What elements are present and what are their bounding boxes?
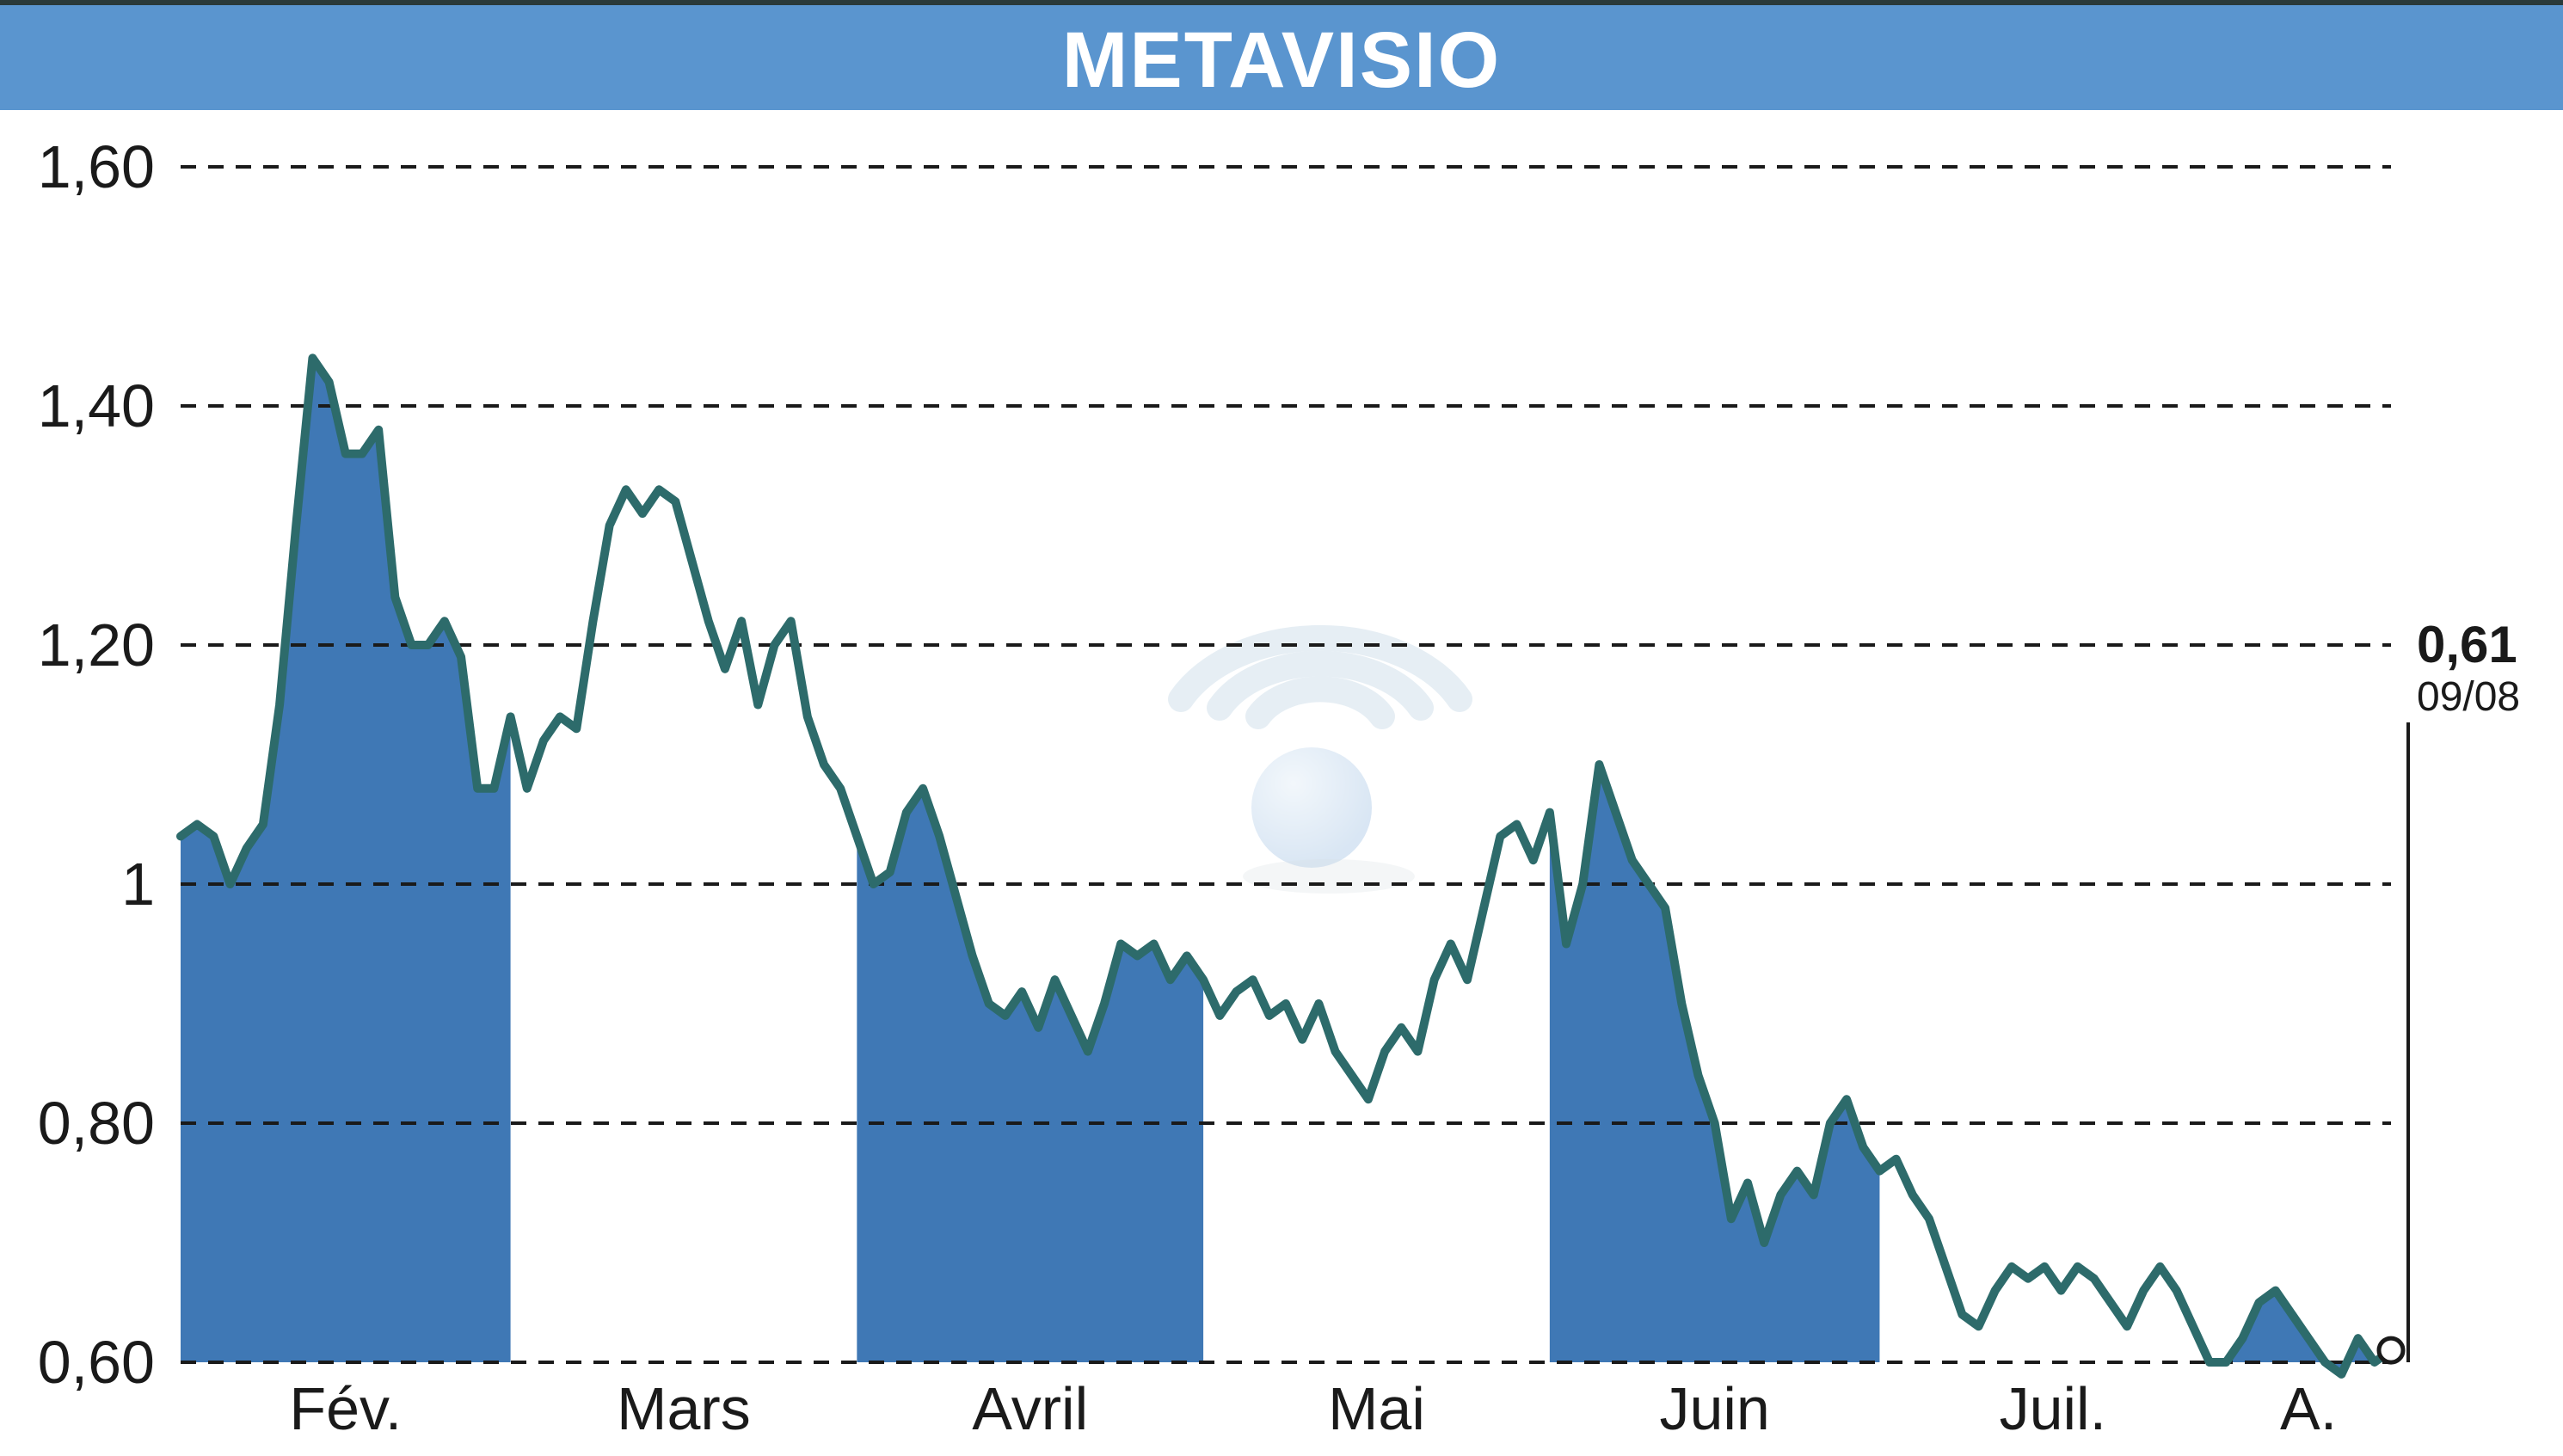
end-value-label: 0,61 bbox=[2417, 616, 2517, 673]
y-tick-label: 1,40 bbox=[38, 372, 155, 439]
y-tick-label: 1,60 bbox=[38, 133, 155, 200]
end-point-marker bbox=[2379, 1338, 2403, 1362]
y-tick-label: 0,60 bbox=[38, 1329, 155, 1396]
y-tick-label: 1 bbox=[121, 851, 155, 918]
x-tick-label: Fév. bbox=[289, 1375, 402, 1442]
x-tick-label: Mars bbox=[617, 1375, 751, 1442]
x-tick-label: A. bbox=[2280, 1375, 2337, 1442]
stock-chart-container: METAVISIO 0,60 0,80 1 1,20 1,40 1,60 Fév. Mars A… bbox=[0, 0, 2563, 1456]
chart-title: METAVISIO bbox=[1062, 16, 1501, 104]
y-tick-label: 1,20 bbox=[38, 611, 155, 679]
chart-svg: 0,60 0,80 1 1,20 1,40 1,60 Fév. Mars Avril Mai Jui… bbox=[0, 110, 2563, 1451]
chart-title-bar: METAVISIO bbox=[0, 0, 2563, 110]
plot-area: 0,60 0,80 1 1,20 1,40 1,60 Fév. Mars Avril Mai Jui… bbox=[0, 110, 2563, 1451]
x-tick-label: Juil. bbox=[2000, 1375, 2106, 1442]
x-tick-label: Juin bbox=[1659, 1375, 1769, 1442]
end-date-label: 09/08 bbox=[2417, 674, 2520, 720]
x-tick-label: Mai bbox=[1328, 1375, 1425, 1442]
y-tick-label: 0,80 bbox=[38, 1090, 155, 1157]
x-tick-label: Avril bbox=[972, 1375, 1088, 1442]
